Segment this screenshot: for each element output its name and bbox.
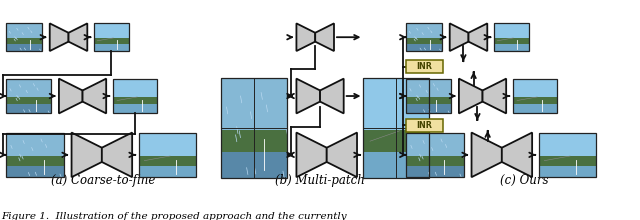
Bar	[406, 104, 451, 114]
Bar	[6, 132, 64, 156]
Bar	[406, 132, 464, 177]
Bar	[221, 78, 287, 130]
FancyBboxPatch shape	[406, 119, 443, 132]
Text: (a) Coarse-to-fine: (a) Coarse-to-fine	[51, 174, 156, 187]
Bar	[493, 23, 529, 38]
Bar	[406, 38, 442, 44]
Polygon shape	[50, 23, 68, 51]
Polygon shape	[468, 23, 487, 51]
Bar	[6, 44, 42, 51]
Polygon shape	[102, 132, 132, 177]
Polygon shape	[83, 79, 106, 114]
Polygon shape	[296, 132, 327, 177]
Polygon shape	[296, 79, 320, 114]
Bar	[138, 166, 196, 177]
Bar	[364, 78, 429, 130]
Bar	[364, 152, 429, 178]
Bar	[493, 23, 529, 51]
Polygon shape	[459, 79, 483, 114]
Bar	[513, 79, 557, 97]
Bar	[93, 38, 129, 44]
Bar	[513, 97, 557, 104]
Bar	[93, 44, 129, 51]
Bar	[6, 23, 42, 51]
Bar	[6, 23, 42, 38]
Bar	[6, 132, 64, 177]
Bar	[406, 97, 451, 104]
Polygon shape	[68, 23, 87, 51]
Text: INR: INR	[416, 121, 432, 130]
Bar	[493, 44, 529, 51]
Polygon shape	[472, 132, 502, 177]
Bar	[406, 79, 451, 97]
Text: (b) Multi-patch: (b) Multi-patch	[275, 174, 365, 187]
Bar	[113, 79, 157, 114]
Polygon shape	[483, 79, 506, 114]
Bar	[6, 79, 51, 97]
Text: (c) Ours: (c) Ours	[500, 174, 548, 187]
Text: Figure 1.  Illustration of the proposed approach and the currently: Figure 1. Illustration of the proposed a…	[1, 212, 347, 220]
Bar	[6, 166, 64, 177]
Bar	[406, 23, 442, 38]
Text: INR: INR	[416, 62, 432, 71]
Bar	[221, 130, 287, 152]
Bar	[6, 104, 51, 114]
Bar	[513, 104, 557, 114]
Bar	[138, 132, 196, 177]
Bar	[406, 44, 442, 51]
Bar	[364, 78, 429, 178]
Bar	[6, 156, 64, 166]
Polygon shape	[502, 132, 532, 177]
Bar	[6, 79, 51, 114]
FancyBboxPatch shape	[406, 60, 443, 73]
Bar	[513, 79, 557, 114]
Bar	[221, 152, 287, 178]
Bar	[138, 132, 196, 156]
Bar	[538, 156, 596, 166]
Polygon shape	[59, 79, 83, 114]
Polygon shape	[320, 79, 344, 114]
Polygon shape	[327, 132, 357, 177]
Bar	[406, 132, 464, 156]
Bar	[406, 166, 464, 177]
Bar	[113, 79, 157, 97]
Bar	[538, 132, 596, 177]
Bar	[93, 23, 129, 51]
Bar	[93, 23, 129, 38]
Bar	[538, 132, 596, 156]
Bar	[406, 156, 464, 166]
Bar	[113, 97, 157, 104]
Bar	[6, 38, 42, 44]
Bar	[138, 156, 196, 166]
Polygon shape	[72, 132, 102, 177]
Bar	[406, 23, 442, 51]
Bar	[221, 78, 287, 178]
Polygon shape	[296, 23, 316, 51]
Bar	[6, 97, 51, 104]
Polygon shape	[450, 23, 468, 51]
Polygon shape	[316, 23, 334, 51]
Bar	[406, 79, 451, 114]
Bar	[538, 166, 596, 177]
Bar	[364, 130, 429, 152]
Bar	[113, 104, 157, 114]
Bar	[493, 38, 529, 44]
